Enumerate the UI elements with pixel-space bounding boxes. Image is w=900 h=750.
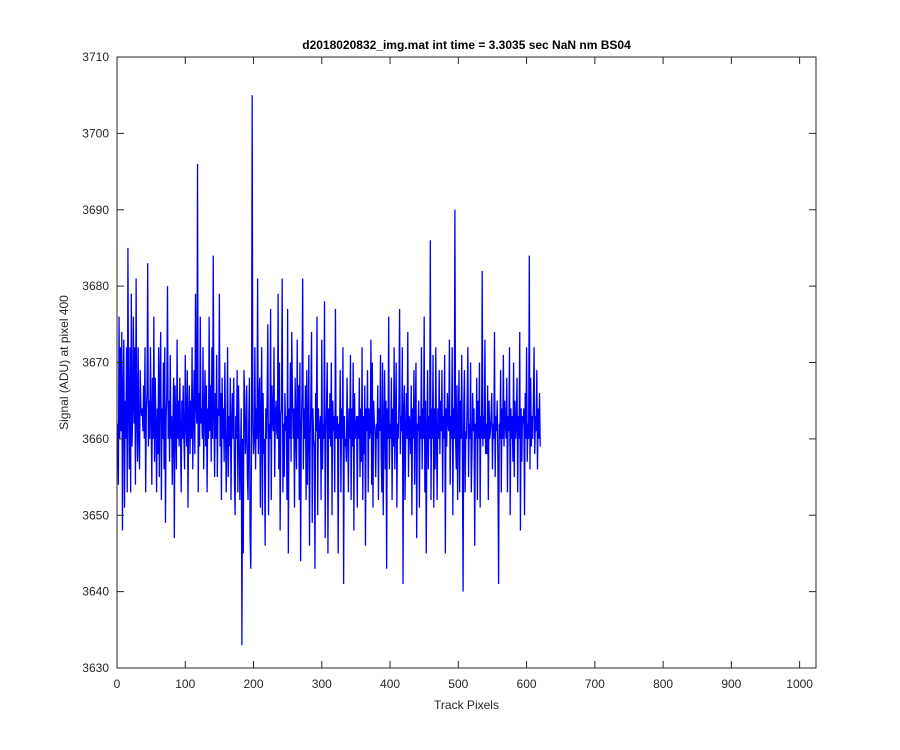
series-line <box>117 95 541 646</box>
x-ticks: 0 100 200 300 400 500 600 700 800 900 1000 <box>114 57 813 691</box>
x-axis-label: Track Pixels <box>434 698 499 712</box>
y-tick-label: 3710 <box>82 50 109 64</box>
axes-box <box>116 56 817 669</box>
y-tick-label: 3660 <box>82 432 109 446</box>
plot-area-background <box>117 57 816 668</box>
x-tick-label: 0 <box>114 677 121 691</box>
y-tick-label: 3640 <box>82 585 109 599</box>
y-tick-label: 3690 <box>82 203 109 217</box>
x-tick-label: 100 <box>175 677 195 691</box>
y-tick-label: 3650 <box>82 508 109 522</box>
chart-title: d2018020832_img.mat int time = 3.3035 se… <box>302 38 631 52</box>
x-tick-label: 700 <box>585 677 605 691</box>
y-tick-label: 3700 <box>82 126 109 140</box>
y-tick-label: 3670 <box>82 356 109 370</box>
x-tick-label: 800 <box>653 677 673 691</box>
y-ticks: 3630 3640 3650 3660 3670 3680 3690 3700 3710 <box>82 50 816 675</box>
series-layer <box>117 95 541 646</box>
x-tick-label: 600 <box>517 677 537 691</box>
x-tick-label: 1000 <box>786 677 813 691</box>
x-tick-label: 900 <box>721 677 741 691</box>
y-tick-label: 3630 <box>82 661 109 675</box>
x-tick-label: 300 <box>312 677 332 691</box>
x-tick-label: 400 <box>380 677 400 691</box>
x-tick-label: 200 <box>244 677 264 691</box>
y-tick-label: 3680 <box>82 279 109 293</box>
x-tick-label: 500 <box>448 677 468 691</box>
y-axis-label: Signal (ADU) at pixel 400 <box>57 295 71 430</box>
